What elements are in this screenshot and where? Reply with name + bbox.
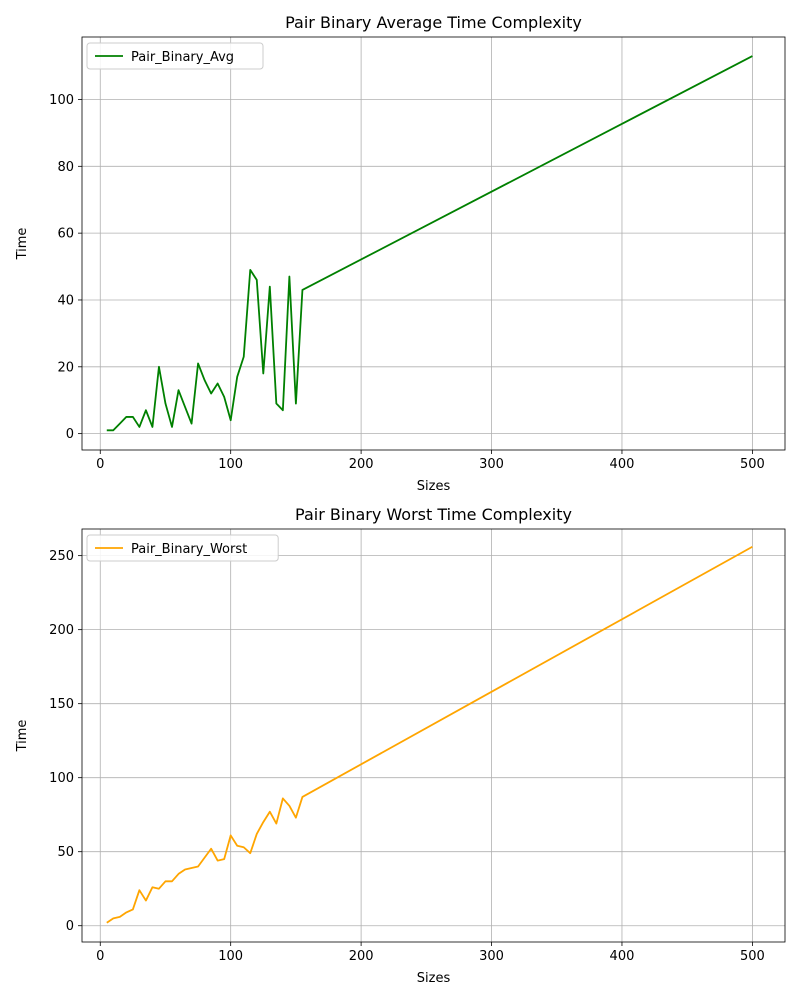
x-tick-label: 300 <box>479 949 504 964</box>
x-tick-label: 200 <box>349 949 374 964</box>
y-tick-label: 0 <box>66 919 74 934</box>
y-tick-label: 20 <box>57 360 74 375</box>
y-axis-label: Time <box>15 228 30 261</box>
x-axis-label: Sizes <box>417 971 451 986</box>
y-tick-label: 80 <box>57 160 74 175</box>
series-line-Pair_Binary_Avg <box>106 55 753 432</box>
legend-label: Pair_Binary_Worst <box>131 542 247 557</box>
plot-frame <box>81 528 786 943</box>
x-axis-label: Sizes <box>417 479 451 494</box>
x-tick-label: 0 <box>96 457 104 472</box>
y-tick-label: 40 <box>57 293 74 308</box>
chart-title: Pair Binary Worst Time Complexity <box>295 505 572 524</box>
x-tick-label: 400 <box>610 949 635 964</box>
y-tick-label: 100 <box>49 93 74 108</box>
chart-title: Pair Binary Average Time Complexity <box>285 13 582 32</box>
y-tick-label: 60 <box>57 227 74 242</box>
series-line-Pair_Binary_Worst <box>106 545 753 924</box>
y-tick-label: 100 <box>49 771 74 786</box>
legend-box <box>86 42 264 70</box>
x-tick-label: 400 <box>610 457 635 472</box>
legend-box <box>86 534 279 562</box>
x-tick-label: 300 <box>479 457 504 472</box>
x-tick-label: 0 <box>96 949 104 964</box>
y-tick-label: 200 <box>49 623 74 638</box>
x-tick-label: 500 <box>740 949 765 964</box>
x-tick-label: 500 <box>740 457 765 472</box>
y-tick-label: 150 <box>49 697 74 712</box>
plot-frame <box>81 36 786 451</box>
legend-label: Pair_Binary_Avg <box>131 50 234 65</box>
y-tick-label: 0 <box>66 427 74 442</box>
y-tick-label: 50 <box>57 845 74 860</box>
chart-panel-2: Pair Binary Worst Time Complexity 0 100 200… <box>15 505 786 986</box>
x-tick-label: 100 <box>218 457 243 472</box>
y-tick-label: 250 <box>49 549 74 564</box>
x-tick-label: 200 <box>349 457 374 472</box>
x-tick-label: 100 <box>218 949 243 964</box>
y-axis-label: Time <box>15 720 30 753</box>
chart-panel-1: Pair Binary Average Time Complexity 0 100 2… <box>15 13 786 494</box>
